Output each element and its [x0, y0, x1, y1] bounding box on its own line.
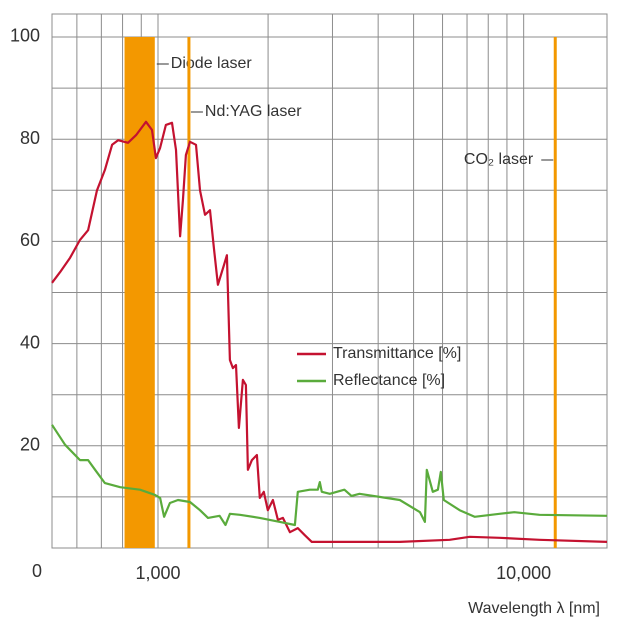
series-line: [51, 120, 608, 543]
x-tick-label: 10,000: [496, 563, 551, 583]
laser-label: CO₂ laser: [464, 151, 534, 168]
x-axis-label: Wavelength λ [nm]: [468, 600, 600, 617]
legend-label: Reflectance [%]: [333, 372, 445, 389]
laser-label: Nd:YAG laser: [205, 103, 302, 120]
series-line: [51, 424, 608, 527]
x-tick-label: 1,000: [135, 563, 180, 583]
laser-band: [124, 36, 155, 549]
legend-label: Transmittance [%]: [333, 345, 461, 362]
y-tick-label: 20: [20, 435, 40, 455]
y-tick-label: 100: [10, 26, 40, 46]
y-tick-label: 0: [32, 561, 42, 581]
y-tick-label: 60: [20, 230, 40, 250]
laser-label: Diode laser: [171, 55, 253, 72]
y-tick-label: 40: [20, 332, 40, 352]
y-tick-label: 80: [20, 128, 40, 148]
